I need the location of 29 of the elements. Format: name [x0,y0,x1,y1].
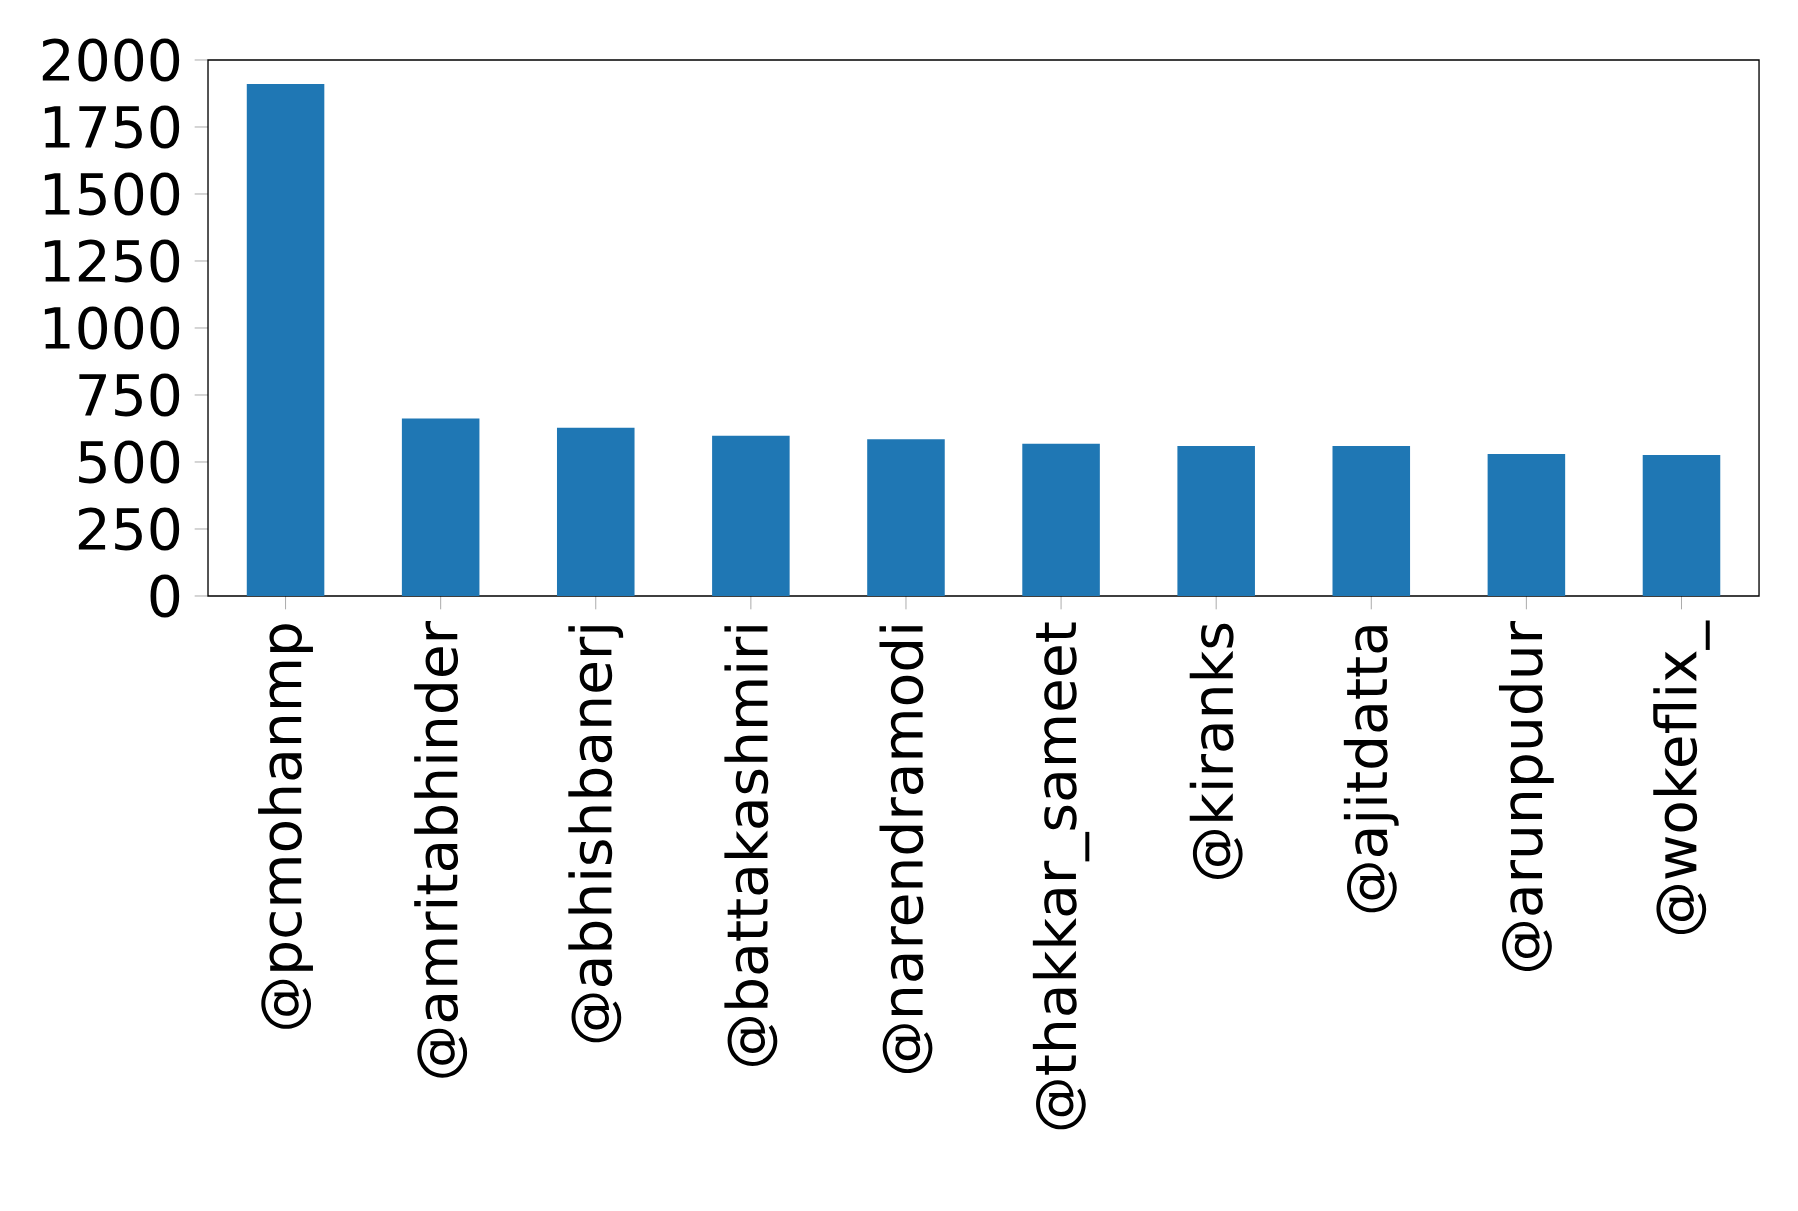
y-tick-label: 250 [78,507,180,551]
x-tick-label: @pcmohanmp [258,624,313,1029]
x-tick-label: @abhishbanerj [568,626,624,1043]
bar [1022,443,1100,596]
bar [401,418,480,596]
bar [1177,445,1255,596]
y-tick-label: 0 [150,574,180,618]
bar [246,84,325,596]
y-tick-label: 1000 [44,306,180,350]
x-tick-label: @ajitdatta [1343,626,1399,913]
bar [1332,445,1411,596]
y-tick-label: 1250 [44,239,180,283]
y-tick-label: 500 [79,440,180,484]
x-tick-label: @wokeflix_ [1653,620,1710,935]
bar [867,439,945,596]
x-tick-label: @amritabhinder [414,621,468,1078]
bar [556,427,635,596]
bar [1642,455,1721,596]
y-tick-label: 1500 [44,172,180,216]
bar [1487,453,1566,596]
bar [712,435,790,596]
y-tick-label: 2000 [42,38,180,82]
x-tick-label: @narendramodi [879,626,933,1074]
x-tick-label: @battakashmiri [724,626,778,1066]
x-tick-label: @kiranks [1189,623,1243,879]
x-tick-label: @arunpudur [1498,621,1554,971]
y-tick-label: 1750 [44,105,180,149]
x-tick-label: @thakkar_sameet [1032,622,1090,1130]
y-tick-label: 750 [79,373,180,417]
